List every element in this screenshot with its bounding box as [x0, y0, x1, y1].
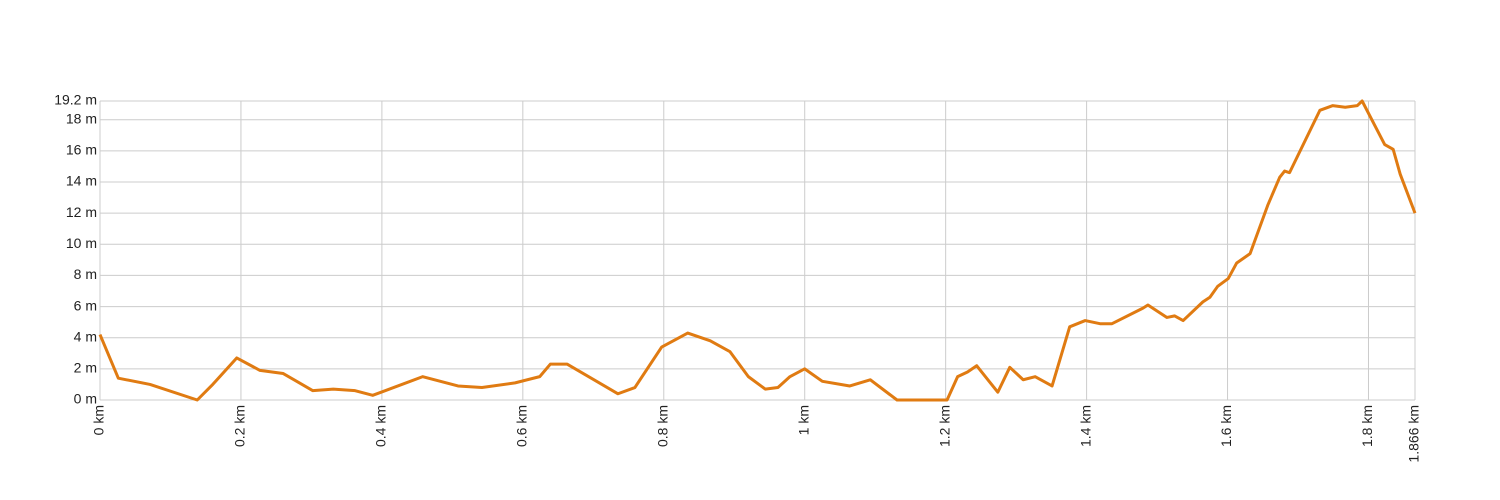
y-tick-label: 18 m — [66, 110, 97, 126]
x-tick-label: 0 km — [91, 405, 107, 435]
y-tick-label: 16 m — [66, 142, 97, 158]
x-tick-label: 0.8 km — [654, 405, 670, 447]
x-tick-label: 0.6 km — [514, 405, 530, 447]
x-tick-label: 1.4 km — [1077, 405, 1093, 447]
y-tick-label: 19.2 m — [54, 92, 97, 108]
x-tick-label: 1 km — [795, 405, 811, 435]
x-tick-label: 1.6 km — [1218, 405, 1234, 447]
x-tick-label: 0.4 km — [373, 405, 389, 447]
x-tick-label: 0.2 km — [232, 405, 248, 447]
x-tick-label: 1.866 km — [1406, 405, 1422, 463]
x-tick-label: 1.8 km — [1359, 405, 1375, 447]
x-tick-label: 1.2 km — [936, 405, 952, 447]
y-tick-label: 0 m — [74, 391, 97, 407]
y-tick-label: 2 m — [74, 360, 97, 376]
y-tick-label: 4 m — [74, 328, 97, 344]
elevation-line — [98, 99, 1417, 402]
y-tick-label: 12 m — [66, 204, 97, 220]
y-tick-label: 14 m — [66, 173, 97, 189]
y-tick-label: 10 m — [66, 235, 97, 251]
y-tick-label: 8 m — [74, 266, 97, 282]
y-tick-label: 6 m — [74, 297, 97, 313]
